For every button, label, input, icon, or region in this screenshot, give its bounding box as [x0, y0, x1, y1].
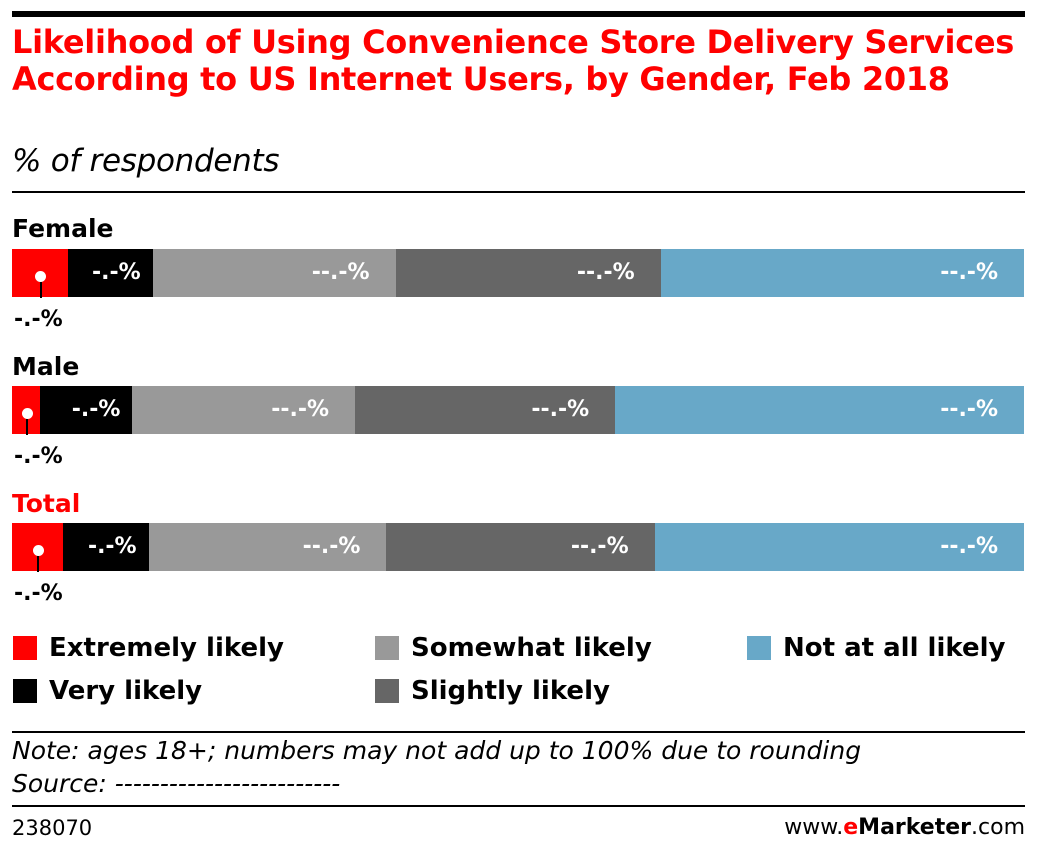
data-label-male-very-likely: -.-%	[71, 397, 121, 422]
header-divider	[12, 191, 1025, 193]
data-label-total-extremely-likely: -.-%	[14, 581, 63, 606]
footnote: Note: ages 18+; numbers may not add up t…	[12, 736, 862, 765]
chart-id: 238070	[12, 816, 93, 840]
bar-total: -.-% -.-% --.-% --.-% --.-%	[12, 523, 1024, 606]
footer-divider-top	[12, 731, 1025, 733]
data-label-male-extremely-likely: -.-%	[14, 444, 63, 469]
source-line: Source: -------------------------	[12, 769, 341, 798]
brand-prefix: www.	[784, 815, 844, 840]
category-label-female: Female	[12, 214, 114, 243]
value-pin-line	[37, 556, 40, 572]
legend-swatch	[375, 636, 399, 660]
data-label-female-somewhat-likely: --.-%	[311, 260, 370, 285]
data-label-total-not-at-all-likely: --.-%	[940, 534, 998, 559]
data-label-female-very-likely: -.-%	[91, 260, 141, 285]
bar-segment-female-very-likely	[67, 249, 153, 297]
bar-segment-male-not-at-all-likely	[615, 386, 1024, 434]
bar-female: -.-% -.-% --.-% --.-% --.-%	[12, 249, 1024, 332]
data-label-male-slightly-likely: --.-%	[531, 397, 590, 422]
bar-segment-male-slightly-likely	[355, 386, 616, 434]
legend-label: Somewhat likely	[411, 633, 652, 663]
data-label-female-extremely-likely: -.-%	[14, 307, 63, 332]
value-pin-dot	[32, 545, 44, 556]
bar-male: -.-% -.-% --.-% --.-% --.-%	[12, 386, 1024, 469]
value-pin-line	[39, 282, 42, 298]
legend-item-extremely-likely: Extremely likely	[13, 633, 284, 663]
footer-divider-bottom	[12, 805, 1025, 807]
legend-swatch	[13, 679, 37, 703]
top-rule	[12, 11, 1025, 17]
category-label-male: Male	[12, 352, 80, 381]
legend-item-not-at-all-likely: Not at all likely	[747, 633, 1005, 663]
legend-label: Not at all likely	[783, 633, 1006, 663]
bar-segment-female-somewhat-likely	[152, 249, 396, 297]
bar-segment-male-somewhat-likely	[132, 386, 356, 434]
bar-segment-total-slightly-likely	[386, 523, 655, 571]
data-label-total-somewhat-likely: --.-%	[302, 534, 361, 559]
bar-segment-total-somewhat-likely	[148, 523, 387, 571]
value-pin-dot	[35, 271, 47, 282]
data-label-total-very-likely: -.-%	[87, 534, 137, 559]
legend-label: Extremely likely	[49, 633, 284, 663]
brand-name: Marketer	[858, 815, 972, 840]
brand-e: e	[843, 815, 859, 840]
bar-segment-female-not-at-all-likely	[660, 249, 1024, 297]
legend-item-very-likely: Very likely	[13, 676, 202, 706]
data-label-total-slightly-likely: --.-%	[570, 534, 629, 559]
bar-segment-female-slightly-likely	[395, 249, 661, 297]
category-label-total: Total	[12, 489, 81, 518]
chart-subtitle: % of respondents	[12, 143, 280, 179]
data-label-male-not-at-all-likely: --.-%	[940, 397, 998, 422]
emarketer-logo: www.eMarketer.com	[784, 815, 1025, 840]
legend-item-somewhat-likely: Somewhat likely	[375, 633, 652, 663]
value-pin-dot	[21, 408, 33, 419]
legend-swatch	[747, 636, 771, 660]
data-label-female-slightly-likely: --.-%	[576, 260, 635, 285]
legend-label: Slightly likely	[411, 676, 610, 706]
bar-segment-male-very-likely	[40, 386, 133, 434]
brand-suffix: .com	[971, 815, 1025, 840]
legend-label: Very likely	[49, 676, 203, 706]
legend-swatch	[375, 679, 399, 703]
legend-swatch	[13, 636, 37, 660]
chart-title: Likelihood of Using Convenience Store De…	[12, 23, 1015, 98]
data-label-male-somewhat-likely: --.-%	[271, 397, 330, 422]
value-pin-line	[26, 419, 29, 435]
data-label-female-not-at-all-likely: --.-%	[940, 260, 998, 285]
bar-segment-total-not-at-all-likely	[654, 523, 1024, 571]
legend-item-slightly-likely: Slightly likely	[375, 676, 610, 706]
bar-segment-total-very-likely	[62, 523, 149, 571]
